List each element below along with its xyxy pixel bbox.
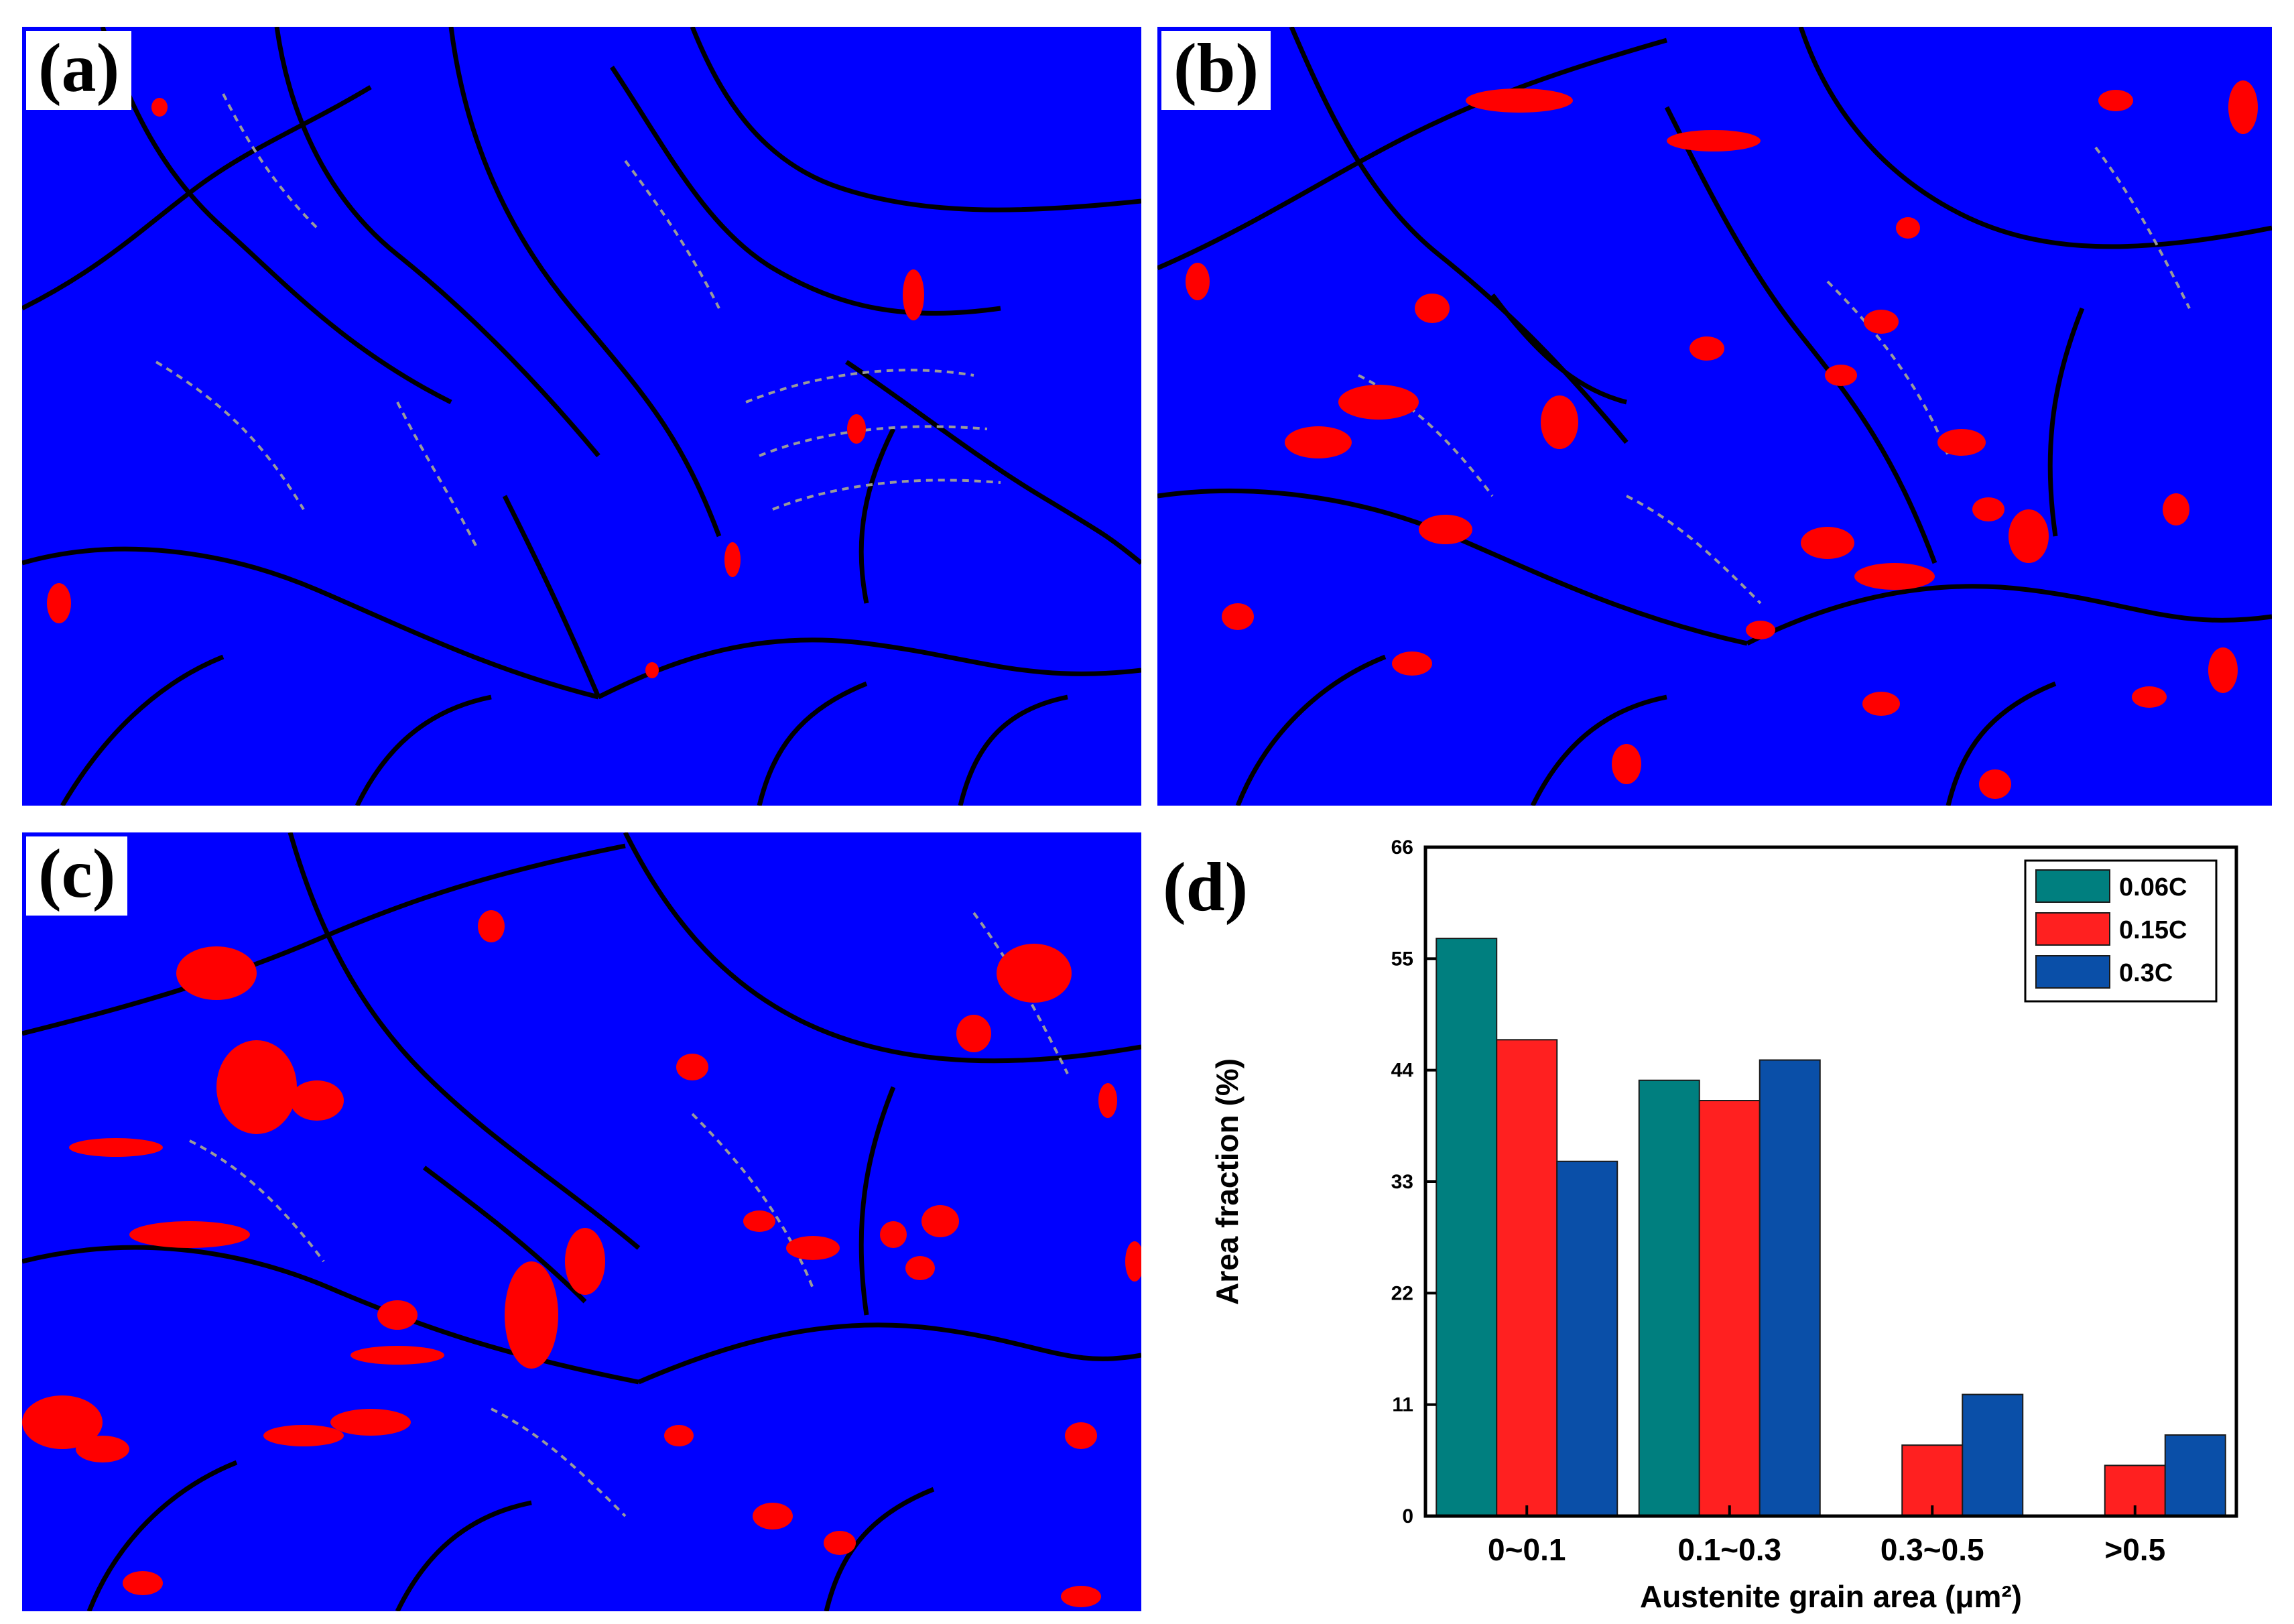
ebsd-map-b: (b): [1157, 27, 2272, 806]
bar-0.15C-0: [1496, 1039, 1558, 1517]
grain-area-chart-svg: 0 11 22 33 44 55 66 0~0.1 0.1~0.3 0.3~0.5 >0.5 Are…: [1210, 836, 2238, 1614]
bar-0.3C-0: [1556, 1160, 1618, 1517]
panel-label-a: (a): [26, 31, 132, 110]
y-tick-label: 22: [1391, 1282, 1413, 1304]
austenite-particles-a: [47, 98, 924, 678]
legend-label-0.15C: 0.15C: [2119, 916, 2187, 944]
austenite-particles-b: [1186, 80, 2258, 799]
bar-0.15C-1: [1698, 1100, 1761, 1517]
bar-0.3C-1: [1759, 1059, 1821, 1517]
ebsd-map-a-boundaries: [22, 27, 1141, 806]
grain-area-chart: 0 11 22 33 44 55 66 0~0.1 0.1~0.3 0.3~0.5 >0.5 Are…: [1157, 832, 2272, 1621]
y-tick-label: 0: [1402, 1505, 1413, 1527]
panel-label-d: (d): [1163, 849, 1249, 926]
legend-swatch-0.15C: [2035, 912, 2110, 946]
chart-legend: 0.06C 0.15C 0.3C: [2024, 859, 2218, 1003]
x-axis-label: Austenite grain area (μm²): [1640, 1579, 2022, 1614]
panel-label-c: (c): [26, 836, 128, 916]
austenite-particles-c: [22, 910, 1141, 1607]
x-tick-label: 0~0.1: [1488, 1532, 1566, 1567]
legend-label-0.06C: 0.06C: [2119, 873, 2187, 901]
legend-label-0.3C: 0.3C: [2119, 959, 2173, 987]
y-tick-label: 55: [1391, 948, 1413, 970]
bar-0.06C-0: [1436, 938, 1498, 1517]
bar-0.06C-1: [1638, 1079, 1700, 1517]
y-tick-label: 44: [1391, 1060, 1414, 1082]
ebsd-map-b-boundaries: [1157, 27, 2272, 806]
y-tick-label: 33: [1391, 1171, 1413, 1193]
y-tick-label: 66: [1391, 836, 1413, 859]
x-tick-label: 0.1~0.3: [1677, 1532, 1781, 1567]
x-tick-label: 0.3~0.5: [1881, 1532, 1984, 1567]
x-tick-label: >0.5: [2104, 1532, 2165, 1567]
legend-swatch-0.06C: [2035, 869, 2110, 903]
y-axis-label: Area fraction (%): [1210, 1058, 1245, 1305]
bar-0.3C-2: [1962, 1393, 2024, 1517]
ebsd-map-c: (c): [22, 832, 1141, 1611]
panel-label-b: (b): [1161, 31, 1271, 110]
y-tick-label: 11: [1392, 1394, 1413, 1416]
ebsd-map-c-boundaries: [22, 832, 1141, 1611]
legend-swatch-0.3C: [2035, 955, 2110, 989]
ebsd-map-a: (a): [22, 27, 1141, 806]
bar-0.3C-3: [2164, 1434, 2226, 1517]
